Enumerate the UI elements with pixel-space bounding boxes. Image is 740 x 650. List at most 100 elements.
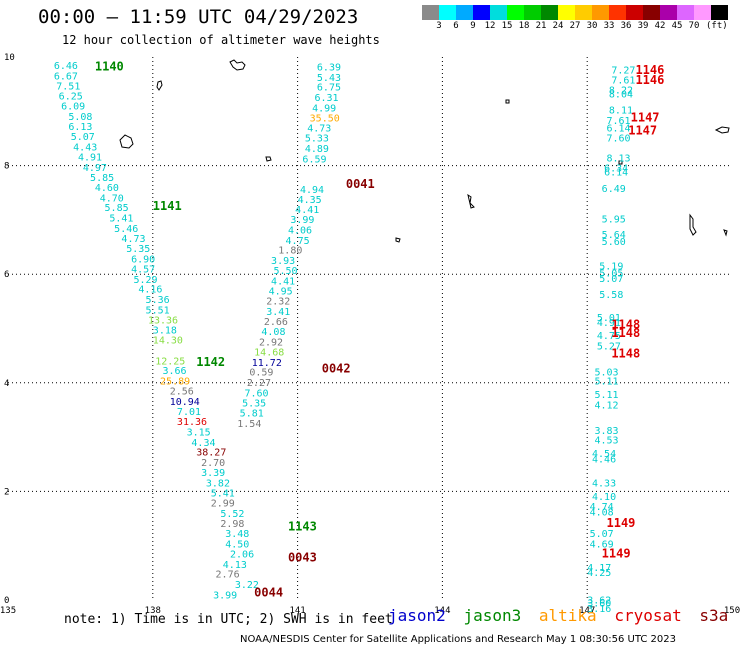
wave-height-value: 5.64 (602, 230, 626, 241)
wave-height-value: 6.49 (602, 184, 626, 195)
wave-height-value: 4.99 (312, 103, 336, 114)
wave-height-value: 13.36 (148, 316, 178, 327)
wave-height-value: 5.03 (594, 368, 618, 379)
wave-height-value: 5.41 (211, 488, 235, 499)
wave-height-value: 8.13 (607, 153, 631, 164)
wave-height-value: 3.83 (594, 426, 618, 437)
wave-height-value: 8.22 (609, 85, 633, 96)
color-swatch (711, 5, 728, 20)
wave-height-value: 5.50 (273, 266, 297, 277)
wave-height-value: 2.98 (220, 519, 244, 530)
coastline (467, 193, 475, 209)
wave-height-value: 5.81 (240, 408, 264, 419)
wave-height-value: 5.01 (597, 313, 621, 324)
coastline (689, 213, 697, 236)
coastline (156, 80, 163, 91)
wave-height-value: 3.62 (587, 595, 611, 606)
color-swatch (524, 5, 541, 20)
wave-height-value: 3.82 (206, 479, 230, 490)
color-tick-label: 9 (470, 21, 476, 31)
pass-label: 1148 (611, 318, 640, 332)
wave-height-value: 6.67 (54, 71, 78, 82)
wave-height-value: 5.43 (317, 73, 341, 84)
wave-height-value: 4.95 (269, 286, 293, 297)
wave-height-value: 2.92 (259, 337, 283, 348)
wave-height-value: 5.51 (146, 305, 170, 316)
wave-height-value: 4.13 (223, 560, 247, 571)
wave-height-value: 3.41 (266, 307, 290, 318)
pass-label: 0042 (322, 361, 351, 375)
wave-height-value: 5.46 (114, 224, 138, 235)
color-swatch (558, 5, 575, 20)
wave-height-value: 2.56 (170, 387, 194, 398)
wave-height-value: 10.94 (170, 397, 200, 408)
legend-s3a: s3a (699, 606, 729, 625)
wave-height-value: 7.27 (611, 65, 635, 76)
coastline (229, 59, 246, 71)
wave-height-value: 4.73 (307, 123, 331, 134)
color-swatch (473, 5, 490, 20)
color-tick-label: 42 (654, 21, 666, 31)
coastline (618, 160, 623, 165)
color-tick-label: 70 (688, 21, 700, 31)
wave-height-value: 4.57 (131, 265, 155, 276)
wave-height-value: 5.58 (599, 290, 623, 301)
color-tick-label: 6 (453, 21, 459, 31)
wave-height-value: 3.99 (213, 590, 237, 601)
wave-height-value: 4.69 (590, 539, 614, 550)
color-swatch (694, 5, 711, 20)
wave-height-value: 4.94 (300, 185, 324, 196)
color-swatch (677, 5, 694, 20)
coastline (119, 134, 134, 149)
wave-height-value: 4.89 (305, 144, 329, 155)
wave-height-value: 6.46 (54, 61, 78, 72)
wave-height-value: 1.54 (237, 419, 261, 430)
wave-height-value: 6.14 (604, 167, 628, 178)
color-swatch (422, 5, 439, 20)
pass-label: 1148 (611, 346, 640, 360)
legend-cryosat: cryosat (614, 606, 682, 625)
wave-height-value: 6.09 (61, 102, 85, 113)
wave-height-value: 4.06 (288, 225, 312, 236)
color-tick-label: 15 (501, 21, 513, 31)
coastline (505, 99, 510, 104)
wave-height-value: 4.75 (286, 236, 310, 247)
wave-height-value: 4.46 (592, 455, 616, 466)
color-tick-label: 45 (671, 21, 683, 31)
wave-height-value: 5.33 (305, 134, 329, 145)
wave-height-value: 7.51 (56, 82, 80, 93)
wave-height-value: 3.16 (587, 604, 611, 615)
pass-label: 0044 (254, 586, 283, 600)
wave-height-value: 31.36 (177, 417, 207, 428)
wave-height-value: 8.11 (609, 105, 633, 116)
pass-label: 1149 (607, 516, 636, 530)
wave-height-value: 38.27 (196, 448, 226, 459)
coastline (395, 237, 401, 243)
wave-height-value: 6.34 (604, 164, 628, 175)
wave-height-value: 5.27 (597, 342, 621, 353)
wave-height-value: 3.15 (187, 427, 211, 438)
credit-footer: NOAA/NESDIS Center for Satellite Applica… (240, 634, 676, 645)
pass-label: 1140 (95, 60, 124, 74)
pass-label: 1147 (631, 111, 660, 125)
satellite-legend: jason2 jason3 altika cryosat s3a (388, 606, 736, 625)
wave-height-value: 3.66 (162, 366, 186, 377)
color-swatch (456, 5, 473, 20)
y-tick-label: 10 (4, 53, 15, 63)
wave-height-value: 4.34 (191, 438, 215, 449)
wave-height-value: 2.99 (211, 499, 235, 510)
wave-height-value: 4.97 (83, 163, 107, 174)
wave-height-value: 5.85 (90, 173, 114, 184)
wave-height-value: 5.07 (599, 274, 623, 285)
wave-height-value: 2.66 (264, 317, 288, 328)
wave-height-value: 5.36 (146, 295, 170, 306)
y-tick-label: 4 (4, 379, 9, 389)
wave-height-value: 4.17 (587, 563, 611, 574)
wave-height-value: 6.13 (68, 122, 92, 133)
wave-height-value: 7.60 (245, 388, 269, 399)
x-tick-label: 138 (145, 606, 161, 616)
pass-label: 1146 (635, 63, 664, 77)
wave-height-value: 4.53 (594, 436, 618, 447)
color-tick-label: 39 (637, 21, 649, 31)
color-swatch (575, 5, 592, 20)
